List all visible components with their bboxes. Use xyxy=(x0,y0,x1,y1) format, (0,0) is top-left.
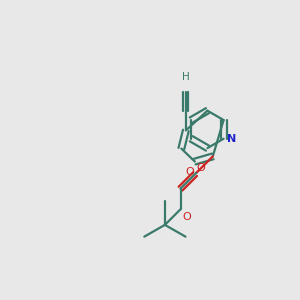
Text: O: O xyxy=(196,163,205,172)
Text: N: N xyxy=(227,134,236,144)
Text: O: O xyxy=(182,212,191,222)
Text: O: O xyxy=(185,167,194,177)
Text: H: H xyxy=(182,72,190,82)
